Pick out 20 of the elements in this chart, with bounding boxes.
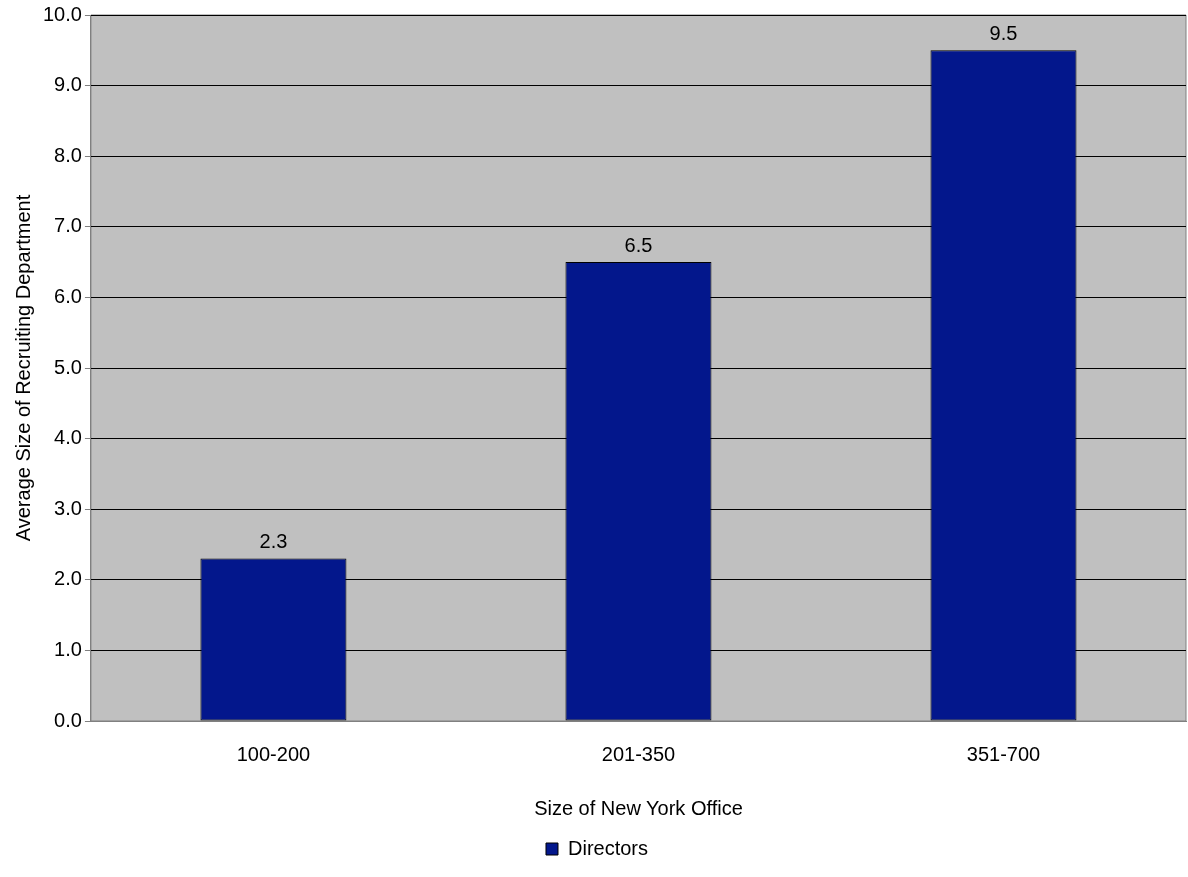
y-tick-label: 0.0 [54,708,82,731]
y-tick-label: 4.0 [54,426,82,449]
y-tick-label: 10.0 [42,2,82,25]
y-tick-label: 6.0 [54,284,82,307]
y-tick-label: 8.0 [54,143,82,166]
y-tick-label: 9.0 [54,73,82,96]
x-axis-title: Size of New York Office [534,796,743,819]
data-label: 9.5 [989,21,1018,44]
data-label: 6.5 [624,233,653,256]
x-tick-label: 351-700 [966,742,1041,765]
y-tick-label: 2.0 [54,567,82,590]
legend-label: Directors [568,836,649,859]
y-tick-label: 7.0 [54,214,82,237]
y-tick-label: 3.0 [54,496,82,519]
y-tick-label: 5.0 [54,355,82,378]
x-tick-label: 100-200 [236,742,311,765]
y-axis-title: Average Size of Recruiting Department [11,194,34,542]
x-tick-label: 201-350 [601,742,676,765]
y-tick-label: 1.0 [54,637,82,660]
data-label: 2.3 [259,530,288,553]
